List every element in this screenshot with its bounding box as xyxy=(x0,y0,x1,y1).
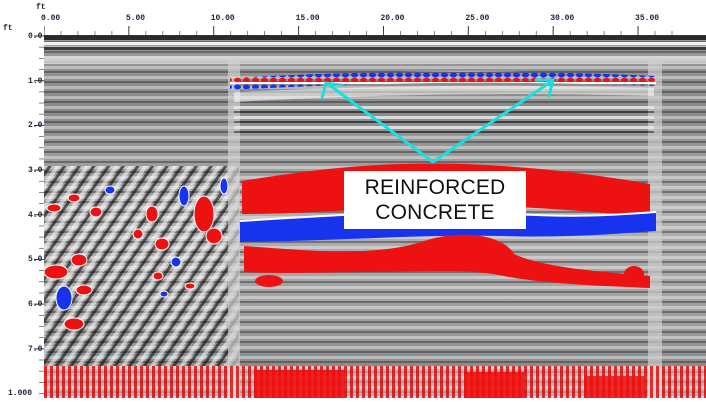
y-axis-ruler xyxy=(0,0,44,398)
left-reflection-blob xyxy=(170,256,182,268)
x-axis-ticks xyxy=(43,26,706,36)
left-reflection-blob xyxy=(44,264,69,280)
y-tick-label: 6.0 xyxy=(28,300,43,310)
red-reflection-lower xyxy=(244,234,650,288)
left-reflection-blob xyxy=(154,237,170,251)
y-tick-label: 1.0 xyxy=(28,76,43,86)
y-tick-label: 2.0 xyxy=(28,121,43,131)
bottom-red-mass xyxy=(584,376,644,398)
left-reflection-blob xyxy=(159,290,169,298)
left-reflection-blob xyxy=(46,203,62,213)
y-tick-label: 4.0 xyxy=(28,210,43,220)
left-reflection-blob xyxy=(152,271,164,281)
left-reflection-blob xyxy=(89,206,103,218)
y-tick-label: 0.0 xyxy=(28,32,43,41)
left-reflection-blob xyxy=(184,282,196,290)
left-reflection-blob xyxy=(219,177,229,195)
scale-label: 1.000 xyxy=(8,389,33,398)
x-tick-label: 10.00 xyxy=(210,14,235,23)
left-reflection-blob xyxy=(104,185,116,195)
left-reflection-blob xyxy=(55,285,73,311)
y-unit-label: ft xyxy=(3,24,13,33)
y-axis-ticks xyxy=(34,35,44,394)
bottom-red-mass xyxy=(464,372,524,398)
left-reflection-blob xyxy=(75,284,93,296)
annotation-line-2: CONCRETE xyxy=(375,201,495,224)
left-reflection-blob xyxy=(145,205,159,223)
surface-band xyxy=(44,47,706,50)
left-reflection-blob xyxy=(193,195,215,233)
x-tick-label: 5.00 xyxy=(125,14,146,23)
left-reflection-blob xyxy=(178,185,190,207)
left-reflection-blob xyxy=(132,228,144,240)
x-tick-label: 0.00 xyxy=(41,14,61,23)
annotation-line-1: REINFORCED xyxy=(364,176,506,199)
surface-band xyxy=(44,36,706,40)
x-tick-label: 25.00 xyxy=(465,14,490,23)
x-axis-ruler xyxy=(0,0,706,36)
x-tick-label: 35.00 xyxy=(635,14,660,23)
surface-band xyxy=(44,56,706,64)
rebar-hyperbolas xyxy=(234,104,654,134)
bottom-red-mass xyxy=(254,370,344,398)
surface-band xyxy=(44,42,706,45)
slab-edge xyxy=(228,58,240,398)
left-reflection-blob xyxy=(63,317,85,331)
y-tick-label: 3.0 xyxy=(28,166,43,176)
left-reflection-blob xyxy=(70,253,88,267)
y-tick-label: 7.0 xyxy=(28,344,43,354)
x-tick-label: 20.00 xyxy=(380,14,405,23)
x-tick-label: 30.00 xyxy=(550,14,575,23)
red-blob xyxy=(255,275,283,287)
x-unit-label: ft xyxy=(36,3,46,12)
x-tick-label: 15.00 xyxy=(295,14,320,23)
left-reflection-blob xyxy=(67,193,81,203)
red-blob xyxy=(624,266,644,282)
left-reflection-blob xyxy=(205,227,223,245)
annotation-box: REINFORCED CONCRETE xyxy=(344,171,526,229)
y-tick-label: 5.0 xyxy=(28,255,43,265)
